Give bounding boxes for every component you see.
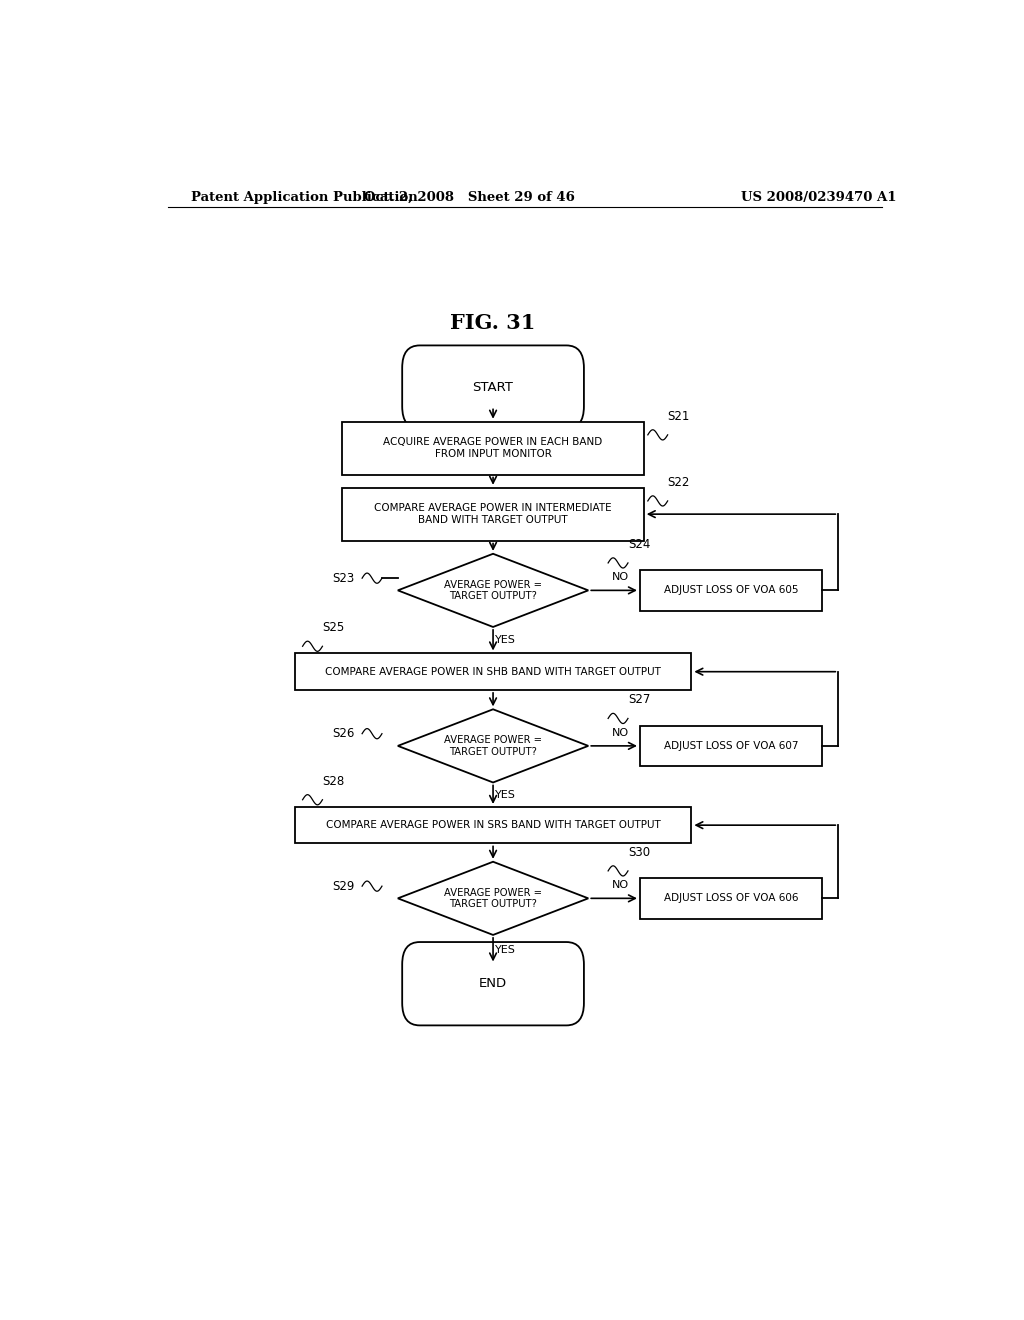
Text: YES: YES <box>495 789 515 800</box>
Text: END: END <box>479 977 507 990</box>
Bar <box>342 421 644 474</box>
Text: COMPARE AVERAGE POWER IN SHB BAND WITH TARGET OUTPUT: COMPARE AVERAGE POWER IN SHB BAND WITH T… <box>325 667 662 677</box>
Text: COMPARE AVERAGE POWER IN SRS BAND WITH TARGET OUTPUT: COMPARE AVERAGE POWER IN SRS BAND WITH T… <box>326 820 660 830</box>
Text: S23: S23 <box>332 572 354 585</box>
Text: Oct. 2, 2008   Sheet 29 of 46: Oct. 2, 2008 Sheet 29 of 46 <box>364 190 574 203</box>
Text: S28: S28 <box>323 775 345 788</box>
Text: NO: NO <box>611 880 629 890</box>
Text: US 2008/0239470 A1: US 2008/0239470 A1 <box>740 190 896 203</box>
Text: S26: S26 <box>332 727 354 741</box>
Text: S29: S29 <box>332 879 354 892</box>
Text: YES: YES <box>495 945 515 954</box>
Text: ADJUST LOSS OF VOA 607: ADJUST LOSS OF VOA 607 <box>664 741 799 751</box>
Text: AVERAGE POWER =
TARGET OUTPUT?: AVERAGE POWER = TARGET OUTPUT? <box>444 579 542 601</box>
Bar <box>295 807 691 843</box>
Bar <box>295 653 691 690</box>
Text: S21: S21 <box>668 409 690 422</box>
Text: Patent Application Publication: Patent Application Publication <box>191 190 418 203</box>
Text: ADJUST LOSS OF VOA 605: ADJUST LOSS OF VOA 605 <box>664 585 799 595</box>
Polygon shape <box>397 862 588 935</box>
Text: S30: S30 <box>628 846 650 859</box>
FancyBboxPatch shape <box>402 346 584 429</box>
Bar <box>640 570 822 611</box>
Text: AVERAGE POWER =
TARGET OUTPUT?: AVERAGE POWER = TARGET OUTPUT? <box>444 887 542 909</box>
Text: NO: NO <box>611 727 629 738</box>
Text: S22: S22 <box>668 475 690 488</box>
Text: ACQUIRE AVERAGE POWER IN EACH BAND
FROM INPUT MONITOR: ACQUIRE AVERAGE POWER IN EACH BAND FROM … <box>383 437 603 459</box>
Text: FIG. 31: FIG. 31 <box>451 313 536 333</box>
Bar <box>640 726 822 766</box>
Text: AVERAGE POWER =
TARGET OUTPUT?: AVERAGE POWER = TARGET OUTPUT? <box>444 735 542 756</box>
Text: S24: S24 <box>628 537 650 550</box>
Text: ADJUST LOSS OF VOA 606: ADJUST LOSS OF VOA 606 <box>664 894 799 903</box>
Text: S27: S27 <box>628 693 650 706</box>
Text: S25: S25 <box>323 622 345 634</box>
Polygon shape <box>397 554 588 627</box>
Bar <box>342 487 644 541</box>
Text: COMPARE AVERAGE POWER IN INTERMEDIATE
BAND WITH TARGET OUTPUT: COMPARE AVERAGE POWER IN INTERMEDIATE BA… <box>374 503 612 525</box>
Text: NO: NO <box>611 572 629 582</box>
Polygon shape <box>397 709 588 783</box>
FancyBboxPatch shape <box>402 942 584 1026</box>
Text: START: START <box>473 380 513 393</box>
Bar <box>640 878 822 919</box>
Text: YES: YES <box>495 635 515 645</box>
